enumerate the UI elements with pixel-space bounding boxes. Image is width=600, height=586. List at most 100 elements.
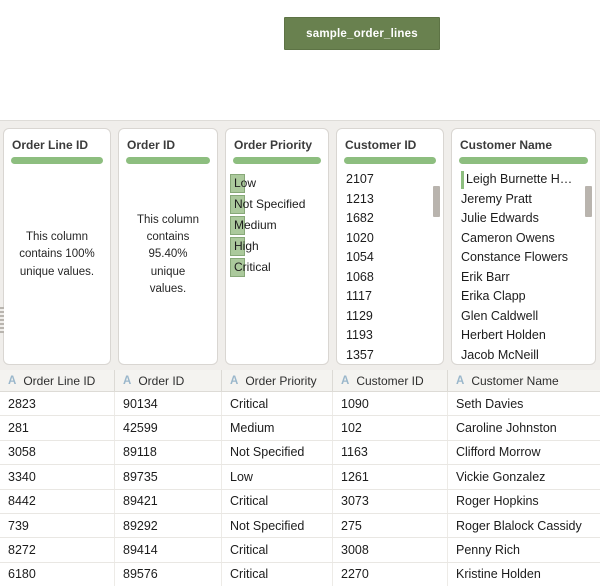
cell-customer-name[interactable]: Penny Rich [456,542,520,557]
cell-order-priority[interactable]: Not Specified [222,440,333,465]
table-row-6: 739 89292 Not Specified 275 Roger Blalock Ca… [0,513,600,539]
cell-customer-name[interactable]: Kristine Holden [456,567,541,582]
cell-order-line-id[interactable]: 281 [0,416,115,440]
cell-order-id[interactable]: 89576 [115,562,222,586]
cell-customer-name[interactable]: Roger Hopkins [456,494,539,509]
cell-customer-name[interactable]: Caroline Johnston [456,421,557,436]
profile-card-title-order-priority[interactable]: Order Priority [234,138,313,152]
cell-customer-id[interactable]: 1261 [333,465,448,489]
column-header-order-line-id[interactable]: A Order Line ID [0,370,115,391]
cell-order-priority[interactable]: Critical [222,489,333,513]
cell-order-id[interactable]: 89735 [115,465,222,489]
profile-card-title-order-id[interactable]: Order ID [127,138,176,152]
column-header-customer-id[interactable]: A Customer ID [333,370,448,391]
cell-order-line-id[interactable]: 739 [0,513,115,538]
value-item-1213[interactable]: 1213 [346,191,374,206]
cell-order-line-id[interactable]: 3340 [0,465,115,489]
value-item-glen-caldwell[interactable]: Glen Caldwell [461,308,539,323]
value-item-jacob-mcneill[interactable]: Jacob McNeill [461,347,539,362]
cell-order-line-id[interactable]: 3058 [0,440,115,465]
profile-card-title-customer-id[interactable]: Customer ID [345,138,417,152]
cell-order-priority[interactable]: Critical [222,392,333,416]
profile-card-title-order-line-id[interactable]: Order Line ID [12,138,89,152]
value-item-constance-flowers[interactable]: Constance Flowers [461,250,568,264]
cell-customer-id[interactable]: 275 [333,513,448,538]
cell-order-id[interactable]: 89292 [115,513,222,538]
cell-order-line-id[interactable]: 2823 [0,392,115,416]
data-grid-header: A Order Line ID A Order ID A Order Priority A C… [0,370,600,392]
cell-order-id[interactable]: 89118 [115,440,222,465]
value-bar-item-critical[interactable]: Critical [230,258,328,278]
cell-order-priority[interactable]: Low [222,465,333,489]
value-item-1357[interactable]: 1357 [346,347,374,362]
cell-customer-name[interactable]: Vickie Gonzalez [456,469,546,484]
value-item-1682[interactable]: 1682 [346,211,374,225]
cell-order-line-id[interactable]: 6180 [0,562,115,586]
cell-customer-id[interactable]: 3073 [333,489,448,513]
value-bar-item-not-specified[interactable]: Not Specified [230,195,328,215]
table-row-8: 6180 89576 Critical 2270 Kristine Holden [0,562,600,586]
value-bar-item-medium[interactable]: Medium [230,216,328,236]
cell-order-id[interactable]: 89421 [115,489,222,513]
cell-customer-id[interactable]: 1090 [333,392,448,416]
cell-order-id[interactable]: 89414 [115,538,222,562]
cell-customer-id[interactable]: 2270 [333,562,448,586]
pane-resize-handle[interactable] [0,307,4,333]
value-bar-item-high[interactable]: High [230,237,328,257]
cell-customer-id[interactable]: 3008 [333,538,448,562]
value-item-1117[interactable]: 1117 [346,289,372,303]
value-bar-item-low[interactable]: Low [230,174,328,194]
profile-summary-bar-order-line-id [11,157,103,164]
cell-order-priority[interactable]: Critical [222,562,333,586]
cell-order-priority[interactable]: Critical [222,538,333,562]
cell-order-id[interactable]: 42599 [115,416,222,440]
unique-values-summary-order-id: This column contains 95.40% unique value… [137,213,199,295]
value-item-julie-edwards[interactable]: Julie Edwards [461,211,539,225]
string-type-icon: A [341,374,350,387]
cell-order-line-id[interactable]: 8442 [0,489,115,513]
scrollbar-thumb[interactable] [585,186,592,217]
column-header-order-id[interactable]: A Order ID [115,370,222,391]
value-item-leigh-burnette-h[interactable]: Leigh Burnette H… [461,170,595,190]
value-item-2107[interactable]: 2107 [346,172,374,186]
profile-card-customer-id: Customer ID 2107 1213 1682 1020 1054 1068 1117 1… [336,128,444,365]
cell-customer-name[interactable]: Clifford Morrow [456,445,541,460]
column-header-label: Order Priority [245,373,317,388]
value-item-1020[interactable]: 1020 [346,230,374,245]
value-item-1193[interactable]: 1193 [346,328,373,342]
table-row-5: 8442 89421 Critical 3073 Roger Hopkins [0,489,600,514]
column-header-label: Customer Name [471,373,559,388]
cell-order-priority[interactable]: Medium [222,416,333,440]
value-item-jeremy-pratt[interactable]: Jeremy Pratt [461,191,532,206]
histogram-bar-icon [230,195,245,214]
column-header-customer-name[interactable]: A Customer Name [448,370,600,391]
cell-customer-name[interactable]: Seth Davies [456,396,524,411]
value-item-erika-clapp[interactable]: Erika Clapp [461,289,526,303]
value-item-1068[interactable]: 1068 [346,269,374,284]
cell-order-priority[interactable]: Not Specified [222,513,333,538]
value-item-1129[interactable]: 1129 [346,308,373,323]
flow-node-sample-order-lines[interactable]: sample_order_lines [284,17,440,50]
column-header-label: Order Line ID [23,373,96,388]
string-type-icon: A [230,374,239,387]
cell-order-id[interactable]: 90134 [115,392,222,416]
value-item-erik-barr[interactable]: Erik Barr [461,269,510,284]
profile-card-title-customer-name[interactable]: Customer Name [460,138,553,152]
cell-order-line-id[interactable]: 8272 [0,538,115,562]
string-type-icon: A [456,374,465,387]
table-row-2: 281 42599 Medium 102 Caroline Johnston [0,416,600,441]
cell-customer-id[interactable]: 102 [333,416,448,440]
cell-customer-id[interactable]: 1163 [333,440,448,465]
value-bar-list-order-priority: Low Not Specified Medium High Critical [226,174,328,279]
value-item-1054[interactable]: 1054 [346,250,374,264]
histogram-bar-icon [230,237,245,256]
cell-customer-name[interactable]: Roger Blalock Cassidy [456,518,582,533]
table-row-1: 2823 90134 Critical 1090 Seth Davies [0,392,600,417]
scrollbar-thumb[interactable] [433,186,440,217]
column-header-order-priority[interactable]: A Order Priority [222,370,333,391]
value-item-herbert-holden[interactable]: Herbert Holden [461,328,546,342]
value-item-cameron-owens[interactable]: Cameron Owens [461,230,555,245]
column-header-label: Order ID [138,373,185,388]
profile-pane: Order Line ID This column contains 100% u… [0,121,600,370]
